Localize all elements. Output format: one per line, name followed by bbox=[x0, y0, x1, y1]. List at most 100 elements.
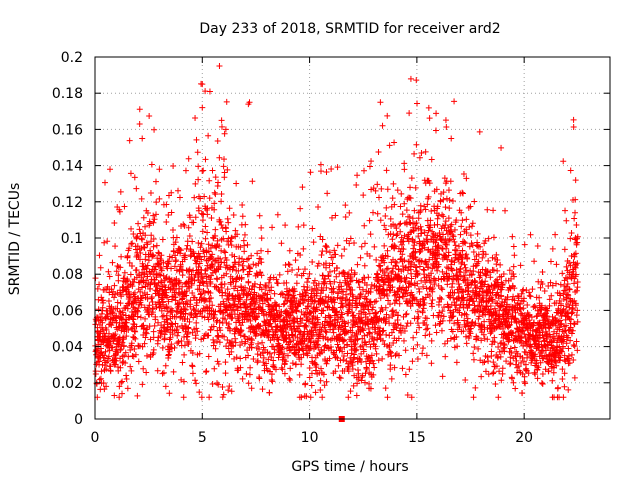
data-point bbox=[457, 301, 464, 308]
data-point bbox=[374, 181, 381, 188]
data-point bbox=[407, 184, 414, 191]
y-tick-label: 0.18 bbox=[52, 86, 83, 102]
data-point bbox=[354, 172, 361, 179]
data-point bbox=[157, 272, 164, 279]
data-point bbox=[221, 281, 228, 288]
data-point bbox=[422, 332, 429, 339]
data-point bbox=[298, 361, 305, 368]
data-point bbox=[199, 313, 206, 320]
data-point bbox=[562, 207, 569, 214]
data-point bbox=[294, 272, 301, 279]
y-tick-label: 0.02 bbox=[52, 376, 83, 392]
data-point bbox=[98, 368, 105, 375]
data-point bbox=[156, 290, 163, 297]
data-point bbox=[382, 213, 389, 220]
data-point bbox=[129, 263, 136, 270]
data-point bbox=[123, 376, 130, 383]
data-point bbox=[167, 334, 174, 341]
data-point bbox=[264, 291, 271, 298]
data-point bbox=[190, 219, 197, 226]
data-point bbox=[547, 334, 554, 341]
data-point bbox=[142, 315, 149, 322]
data-point bbox=[244, 291, 251, 298]
data-point bbox=[305, 275, 312, 282]
data-point bbox=[189, 349, 196, 356]
data-point bbox=[113, 312, 120, 319]
data-point bbox=[485, 257, 492, 264]
data-point bbox=[224, 337, 231, 344]
data-point bbox=[223, 262, 230, 269]
data-point bbox=[254, 250, 261, 257]
data-point bbox=[242, 284, 249, 291]
data-point bbox=[101, 239, 108, 246]
data-point bbox=[179, 283, 186, 290]
data-point bbox=[174, 187, 181, 194]
notable-data-point bbox=[162, 383, 169, 390]
data-point bbox=[209, 380, 216, 387]
data-point bbox=[568, 310, 575, 317]
data-point bbox=[190, 306, 197, 313]
data-point bbox=[457, 231, 464, 238]
data-point bbox=[182, 252, 189, 259]
data-point bbox=[259, 339, 266, 346]
data-point bbox=[169, 226, 176, 233]
data-point bbox=[143, 326, 150, 333]
data-point bbox=[228, 348, 235, 355]
data-point bbox=[168, 265, 175, 272]
notable-data-point bbox=[248, 385, 255, 392]
data-point bbox=[402, 371, 409, 378]
data-point bbox=[278, 240, 285, 247]
data-point bbox=[148, 293, 155, 300]
data-point bbox=[208, 295, 215, 302]
data-point bbox=[174, 323, 181, 330]
data-point bbox=[495, 394, 502, 401]
data-point bbox=[260, 359, 267, 366]
data-point bbox=[103, 383, 110, 390]
data-point bbox=[425, 104, 432, 111]
data-point bbox=[207, 290, 214, 297]
data-point bbox=[102, 332, 109, 339]
data-point bbox=[112, 331, 119, 338]
data-point bbox=[202, 156, 209, 163]
data-point bbox=[150, 235, 157, 242]
data-point bbox=[412, 184, 419, 191]
data-point bbox=[213, 275, 220, 282]
data-point bbox=[561, 246, 568, 253]
data-point bbox=[330, 329, 337, 336]
data-point bbox=[237, 355, 244, 362]
data-point bbox=[133, 323, 140, 330]
data-point bbox=[549, 377, 556, 384]
data-point bbox=[273, 276, 280, 283]
data-point bbox=[205, 248, 212, 255]
data-point bbox=[300, 245, 307, 252]
data-point bbox=[225, 320, 232, 327]
data-point bbox=[361, 262, 368, 269]
data-point bbox=[138, 295, 145, 302]
data-point bbox=[211, 206, 218, 213]
data-point bbox=[561, 383, 568, 390]
data-point bbox=[163, 303, 170, 310]
data-point bbox=[221, 333, 228, 340]
data-point bbox=[224, 286, 231, 293]
data-point bbox=[220, 300, 227, 307]
data-point bbox=[280, 291, 287, 298]
data-point bbox=[418, 277, 425, 284]
x-axis-label: GPS time / hours bbox=[291, 459, 408, 475]
data-point bbox=[212, 283, 219, 290]
data-point bbox=[429, 296, 436, 303]
data-point bbox=[207, 326, 214, 333]
data-point bbox=[346, 209, 353, 216]
data-point bbox=[203, 368, 210, 375]
data-point bbox=[201, 193, 208, 200]
data-point bbox=[375, 194, 382, 201]
data-point bbox=[96, 281, 103, 288]
data-point bbox=[563, 217, 570, 224]
data-point bbox=[328, 165, 335, 172]
data-point bbox=[105, 298, 112, 305]
data-point bbox=[126, 290, 133, 297]
data-point bbox=[276, 303, 283, 310]
data-point bbox=[510, 263, 517, 270]
data-point bbox=[406, 110, 413, 117]
data-point bbox=[230, 306, 237, 313]
data-point bbox=[553, 261, 560, 268]
